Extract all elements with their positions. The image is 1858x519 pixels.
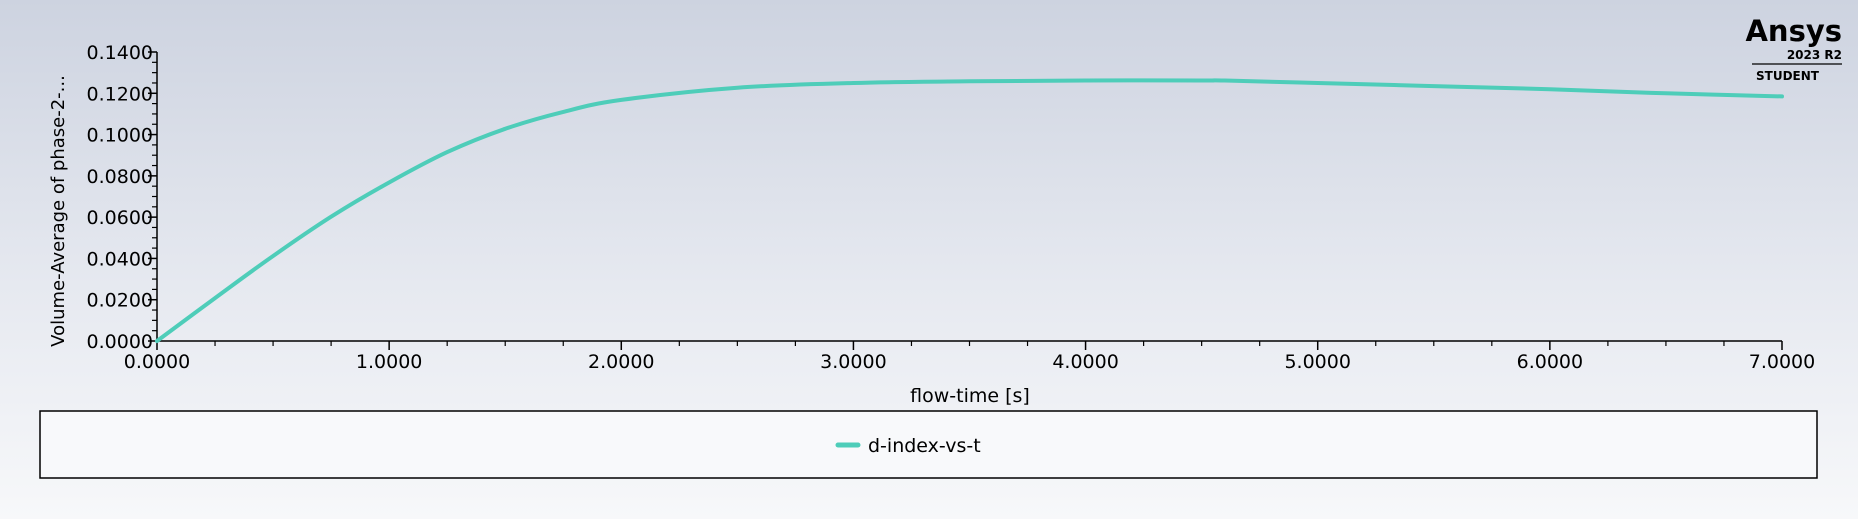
y-tick-label: 0.0800 — [87, 166, 153, 188]
y-tick-label: 0.0600 — [87, 207, 153, 229]
logo-edition: STUDENT — [1756, 69, 1820, 83]
ansys-logo: Ansys 2023 R2 STUDENT — [1745, 14, 1842, 83]
x-axis-ticks: 0.0000 1.0000 2.0000 3.0000 4.0000 5.0000 6.00… — [124, 341, 1815, 373]
x-tick-label: 0.0000 — [124, 351, 190, 373]
plot-area — [155, 78, 1784, 343]
axes — [156, 52, 1782, 342]
x-tick-label: 1.0000 — [356, 351, 422, 373]
series-line-0 — [155, 78, 1784, 343]
y-tick-label: 0.1200 — [87, 83, 153, 105]
x-axis-label: flow-time [s] — [910, 385, 1030, 407]
y-tick-label: 0.0400 — [87, 248, 153, 270]
legend: d-index-vs-t — [39, 410, 1818, 479]
legend-box — [39, 410, 1818, 479]
y-axis-label: Volume-Average of phase-2-... — [48, 75, 69, 347]
y-tick-label: 0.1000 — [87, 125, 153, 147]
legend-label: d-index-vs-t — [868, 435, 981, 457]
x-tick-label: 4.0000 — [1052, 351, 1118, 373]
y-tick-label: 0.0200 — [87, 290, 153, 312]
x-tick-label: 3.0000 — [820, 351, 886, 373]
x-tick-label: 7.0000 — [1749, 351, 1815, 373]
logo-brand: Ansys — [1745, 14, 1842, 48]
x-tick-label: 2.0000 — [588, 351, 654, 373]
x-tick-label: 6.0000 — [1517, 351, 1583, 373]
y-tick-label: 0.0000 — [87, 331, 153, 353]
y-axis-ticks: 0.0000 0.0200 0.0400 0.0600 0.0800 0.1000 0.12… — [87, 42, 157, 353]
x-tick-label: 5.0000 — [1284, 351, 1350, 373]
y-tick-label: 0.1400 — [87, 42, 153, 64]
logo-version: 2023 R2 — [1787, 48, 1842, 62]
